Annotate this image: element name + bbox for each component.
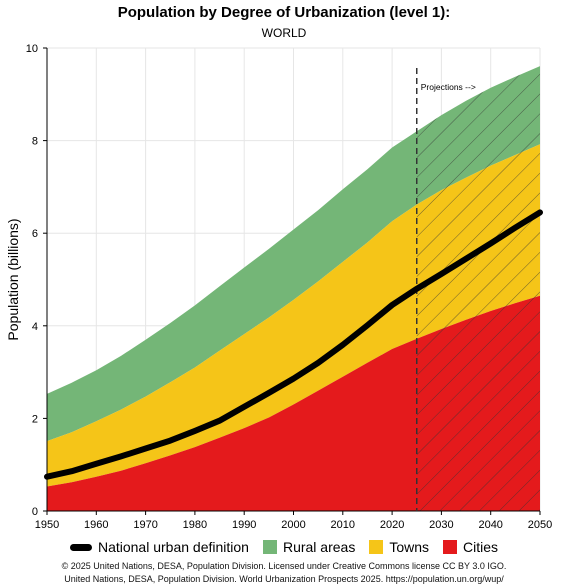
- x-tick-label: 2010: [331, 519, 355, 531]
- y-tick-label: 6: [32, 228, 38, 240]
- legend-item-towns: Towns: [369, 539, 429, 555]
- chart-title: Population by Degree of Urbanization (le…: [117, 4, 451, 21]
- projection-hatch: [416, 66, 540, 511]
- legend-item-urban-definition: National urban definition: [69, 539, 249, 555]
- legend-item-rural: Rural areas: [262, 539, 356, 555]
- national-urban-line: [44, 209, 543, 480]
- x-tick-label: 2020: [380, 519, 404, 531]
- legend-item-cities: Cities: [443, 539, 498, 555]
- y-tick-label: 4: [32, 321, 38, 333]
- x-tick-label: 2000: [281, 519, 305, 531]
- y-tick-label: 8: [32, 136, 38, 148]
- x-tick-label: 1990: [232, 519, 256, 531]
- legend-label-cities: Cities: [463, 539, 499, 555]
- y-tick-label: 2: [32, 413, 38, 425]
- credit-license: © 2025 United Nations, DESA, Population …: [61, 561, 507, 571]
- x-tick-label: 2050: [528, 519, 552, 531]
- y-axis-label: Population (billions): [5, 218, 21, 340]
- x-tick-label: 2040: [478, 519, 502, 531]
- chart-legend: National urban definition Rural areas To…: [0, 539, 568, 555]
- projection-label: Projections -->: [421, 82, 476, 92]
- credit-source: United Nations, DESA, Population Divisio…: [64, 574, 504, 584]
- x-tick-label: 1970: [133, 519, 157, 531]
- cities-swatch: [443, 540, 458, 554]
- x-tick-label: 1960: [84, 519, 108, 531]
- urban-line-swatch: [69, 543, 92, 551]
- legend-label-rural: Rural areas: [282, 539, 356, 555]
- y-tick-label: 10: [26, 43, 38, 55]
- chart-subtitle: WORLD: [261, 26, 307, 40]
- x-tick-label: 1950: [35, 519, 59, 531]
- legend-label-urban-definition: National urban definition: [97, 539, 249, 555]
- x-tick-label: 2030: [429, 519, 453, 531]
- y-tick-label: 0: [32, 506, 38, 518]
- x-tick-label: 1980: [183, 519, 207, 531]
- legend-label-towns: Towns: [389, 539, 430, 555]
- towns-swatch: [369, 540, 384, 554]
- rural-swatch: [262, 540, 277, 554]
